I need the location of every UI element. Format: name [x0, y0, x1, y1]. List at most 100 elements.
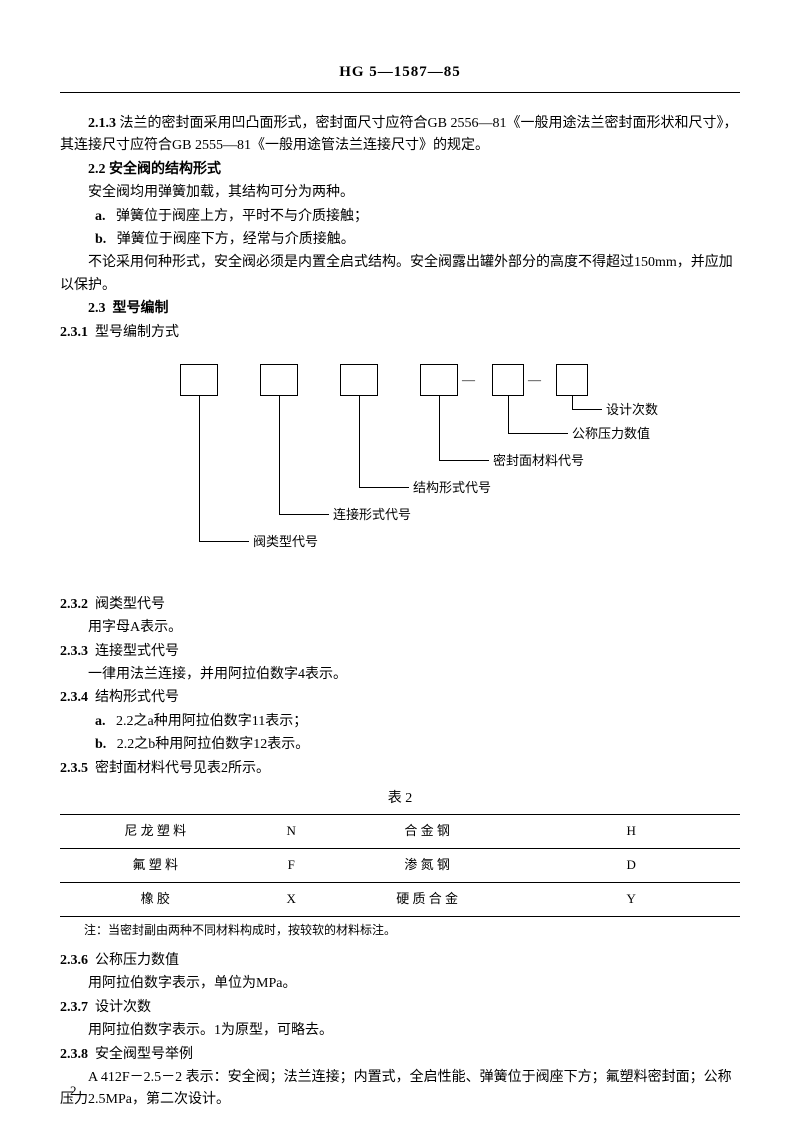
text-233: 一律用法兰连接，并用阿拉伯数字4表示。	[60, 664, 740, 686]
para-238: 2.3.8 安全阀型号举例	[60, 1044, 740, 1066]
vline-3	[359, 396, 360, 487]
para-22: 2.2 安全阀的结构形式	[60, 159, 740, 181]
table-cell: 尼 龙 塑 料	[60, 815, 250, 849]
table-cell: 橡 胶	[60, 883, 250, 917]
table-cell: D	[522, 849, 740, 883]
para-235: 2.3.5 密封面材料代号见表2所示。	[60, 758, 740, 780]
item-22b: b. 弹簧位于阀座下方，经常与介质接触。	[60, 229, 740, 251]
para-232: 2.3.2 阀类型代号	[60, 594, 740, 616]
letter-234a: a.	[95, 714, 106, 729]
hline-1	[199, 541, 249, 542]
title-238: 安全阀型号举例	[95, 1047, 193, 1062]
table-row: 氟 塑 料 F 渗 氮 钢 D	[60, 849, 740, 883]
vline-1	[199, 396, 200, 541]
para-233: 2.3.3 连接型式代号	[60, 641, 740, 663]
para-231: 2.3.1 型号编制方式	[60, 322, 740, 344]
label-l2: 公称压力数值	[572, 424, 650, 445]
num-234: 2.3.4	[60, 690, 88, 705]
dash-1: —	[462, 370, 475, 391]
text-236: 用阿拉伯数字表示，单位为MPa。	[60, 973, 740, 995]
title-234: 结构形式代号	[95, 690, 179, 705]
table-cell: F	[250, 849, 332, 883]
header-rule	[60, 92, 740, 93]
table-cell: N	[250, 815, 332, 849]
vline-5	[508, 396, 509, 433]
intro-22: 安全阀均用弹簧加载，其结构可分为两种。	[60, 182, 740, 204]
box-3	[340, 364, 378, 396]
num-238: 2.3.8	[60, 1047, 88, 1062]
para-234: 2.3.4 结构形式代号	[60, 687, 740, 709]
para-213: 2.1.3 法兰的密封面采用凹凸面形式，密封面尺寸应符合GB 2556—81《一…	[60, 113, 740, 158]
table-cell: H	[522, 815, 740, 849]
box-1	[180, 364, 218, 396]
text-234a: 2.2之a种用阿拉伯数字11表示；	[116, 714, 307, 729]
num-235: 2.3.5	[60, 761, 88, 776]
label-l6: 阀类型代号	[253, 532, 318, 553]
dash-2: —	[528, 370, 541, 391]
text-22a: 弹簧位于阀座上方，平时不与介质接触；	[116, 209, 368, 224]
label-l5: 连接形式代号	[333, 505, 411, 526]
letter-234b: b.	[95, 737, 106, 752]
para-237: 2.3.7 设计次数	[60, 997, 740, 1019]
label-l3: 密封面材料代号	[493, 451, 584, 472]
num-231: 2.3.1	[60, 325, 88, 340]
table-cell: 渗 氮 钢	[332, 849, 522, 883]
hline-3	[359, 487, 409, 488]
table2-title: 表 2	[60, 788, 740, 810]
page-number: 2	[70, 1081, 77, 1102]
table2: 尼 龙 塑 料 N 合 金 钢 H 氟 塑 料 F 渗 氮 钢 D 橡 胶 X …	[60, 814, 740, 916]
vline-6	[572, 396, 573, 409]
text-22b: 弹簧位于阀座下方，经常与介质接触。	[117, 232, 355, 247]
vline-4	[439, 396, 440, 460]
label-l4: 结构形式代号	[413, 478, 491, 499]
table-cell: Y	[522, 883, 740, 917]
box-6	[556, 364, 588, 396]
vline-2	[279, 396, 280, 514]
box-4	[420, 364, 458, 396]
title-22: 安全阀的结构形式	[109, 162, 221, 177]
table-cell: 硬 质 合 金	[332, 883, 522, 917]
table2-note: 注：当密封副由两种不同材料构成时，按较软的材料标注。	[60, 921, 740, 940]
note-22: 不论采用何种形式，安全阀必须是内置全启式结构。安全阀露出罐外部分的高度不得超过1…	[60, 252, 740, 297]
para-236: 2.3.6 公称压力数值	[60, 950, 740, 972]
num-23: 2.3	[88, 301, 106, 316]
label-l1: 设计次数	[606, 400, 658, 421]
title-232: 阀类型代号	[95, 597, 165, 612]
table-row: 尼 龙 塑 料 N 合 金 钢 H	[60, 815, 740, 849]
title-233: 连接型式代号	[95, 644, 179, 659]
num-213: 2.1.3	[88, 116, 116, 131]
text-237: 用阿拉伯数字表示。1为原型，可略去。	[60, 1020, 740, 1042]
title-231: 型号编制方式	[95, 325, 179, 340]
model-diagram: — — 设计次数 公称压力数值 密封面材料代号 结构形式代号 连接形式代号 阀类…	[60, 364, 740, 564]
num-232: 2.3.2	[60, 597, 88, 612]
item-234b: b. 2.2之b种用阿拉伯数字12表示。	[60, 734, 740, 756]
num-237: 2.3.7	[60, 1000, 88, 1015]
letter-b: b.	[95, 232, 106, 247]
text-235: 密封面材料代号见表2所示。	[95, 761, 270, 776]
text-232: 用字母A表示。	[60, 617, 740, 639]
title-237: 设计次数	[95, 1000, 151, 1015]
hline-6	[572, 409, 602, 410]
text-238: A 412F－2.5－2 表示：安全阀；法兰连接；内置式，全启性能、弹簧位于阀座…	[60, 1067, 740, 1112]
header-code: HG 5—1587—85	[60, 60, 740, 84]
para-23: 2.3 型号编制	[60, 298, 740, 320]
table-cell: 氟 塑 料	[60, 849, 250, 883]
text-234b: 2.2之b种用阿拉伯数字12表示。	[117, 737, 310, 752]
table-row: 橡 胶 X 硬 质 合 金 Y	[60, 883, 740, 917]
num-22: 2.2	[88, 162, 106, 177]
item-234a: a. 2.2之a种用阿拉伯数字11表示；	[60, 711, 740, 733]
text-213: 法兰的密封面采用凹凸面形式，密封面尺寸应符合GB 2556—81《一般用途法兰密…	[60, 116, 737, 153]
hline-4	[439, 460, 489, 461]
hline-5	[508, 433, 568, 434]
num-236: 2.3.6	[60, 953, 88, 968]
table-cell: X	[250, 883, 332, 917]
num-233: 2.3.3	[60, 644, 88, 659]
box-5	[492, 364, 524, 396]
letter-a: a.	[95, 209, 106, 224]
table-cell: 合 金 钢	[332, 815, 522, 849]
title-236: 公称压力数值	[95, 953, 179, 968]
hline-2	[279, 514, 329, 515]
item-22a: a. 弹簧位于阀座上方，平时不与介质接触；	[60, 206, 740, 228]
box-2	[260, 364, 298, 396]
title-23: 型号编制	[113, 301, 169, 316]
